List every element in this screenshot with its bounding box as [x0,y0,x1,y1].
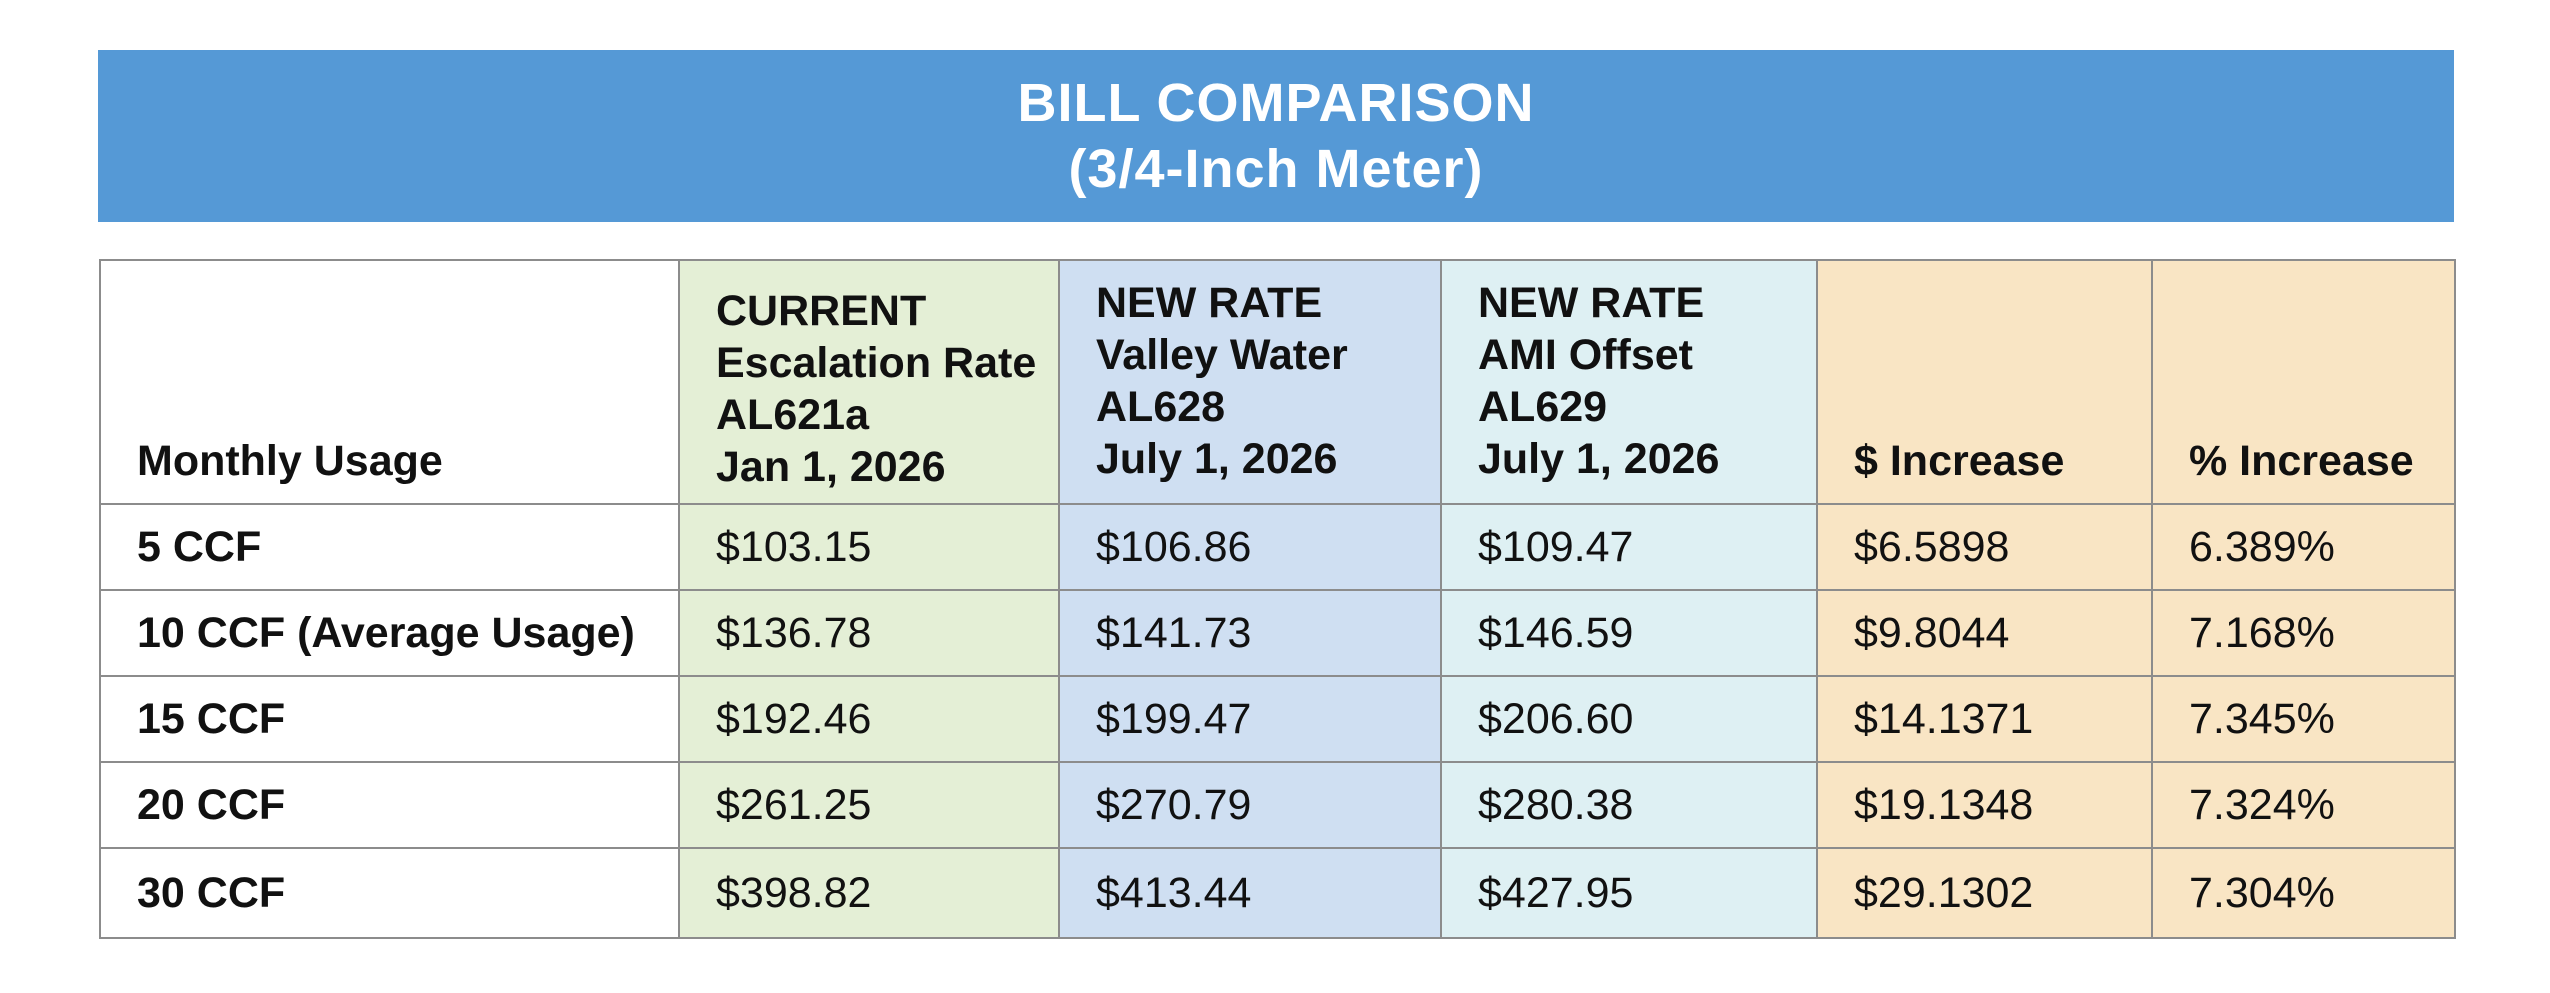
title-line-2: (3/4-Inch Meter) [1068,139,1484,199]
header-valley-line-4: July 1, 2026 [1096,435,1338,483]
cell-dollar-increase: $9.8044 [1816,589,2153,677]
bill-comparison-table: Monthly Usage CURRENT Escalation Rate AL… [99,259,2456,939]
cell-valley-water-rate: $199.47 [1058,675,1442,763]
cell-valley-water-rate: $106.86 [1058,503,1442,591]
title-line-1: BILL COMPARISON [1017,73,1535,133]
header-valley-line-1: NEW RATE [1096,279,1323,327]
cell-current-rate: $103.15 [678,503,1060,591]
header-ami-offset-rate: NEW RATE AMI Offset AL629 July 1, 2026 [1440,259,1818,505]
cell-ami-offset-rate: $109.47 [1440,503,1818,591]
cell-percent-increase: 7.168% [2151,589,2456,677]
header-valley-line-3: AL628 [1096,383,1226,431]
cell-usage: 10 CCF (Average Usage) [99,589,680,677]
header-ami-line-1: NEW RATE [1478,279,1705,327]
cell-dollar-increase: $6.5898 [1816,503,2153,591]
cell-ami-offset-rate: $146.59 [1440,589,1818,677]
cell-dollar-increase: $29.1302 [1816,847,2153,939]
header-ami-line-4: July 1, 2026 [1478,435,1720,483]
cell-current-rate: $261.25 [678,761,1060,849]
cell-ami-offset-rate: $280.38 [1440,761,1818,849]
header-current-line-2: Escalation Rate [716,339,1037,387]
cell-usage: 5 CCF [99,503,680,591]
header-monthly-usage: Monthly Usage [99,259,680,505]
header-row: Monthly Usage CURRENT Escalation Rate AL… [99,259,2456,505]
cell-ami-offset-rate: $427.95 [1440,847,1818,939]
cell-percent-increase: 7.345% [2151,675,2456,763]
header-current-line-1: CURRENT [716,287,927,335]
table-row: 10 CCF (Average Usage) $136.78 $141.73 $… [99,589,2456,677]
cell-percent-increase: 7.324% [2151,761,2456,849]
cell-usage: 20 CCF [99,761,680,849]
header-ami-line-2: AMI Offset [1478,331,1693,379]
table-row: 20 CCF $261.25 $270.79 $280.38 $19.1348 … [99,761,2456,849]
cell-valley-water-rate: $413.44 [1058,847,1442,939]
cell-usage: 30 CCF [99,847,680,939]
cell-usage: 15 CCF [99,675,680,763]
table-row: 15 CCF $192.46 $199.47 $206.60 $14.1371 … [99,675,2456,763]
cell-dollar-increase: $14.1371 [1816,675,2153,763]
header-valley-water-rate: NEW RATE Valley Water AL628 July 1, 2026 [1058,259,1442,505]
cell-percent-increase: 6.389% [2151,503,2456,591]
header-percent-increase: % Increase [2151,259,2456,505]
header-dollar-increase: $ Increase [1816,259,2153,505]
title-banner: BILL COMPARISON (3/4-Inch Meter) [98,50,2454,222]
cell-current-rate: $398.82 [678,847,1060,939]
cell-ami-offset-rate: $206.60 [1440,675,1818,763]
header-current-line-4: Jan 1, 2026 [716,443,946,491]
cell-percent-increase: 7.304% [2151,847,2456,939]
table-row: 30 CCF $398.82 $413.44 $427.95 $29.1302 … [99,847,2456,939]
header-current-line-3: AL621a [716,391,869,439]
header-valley-line-2: Valley Water [1096,331,1348,379]
header-ami-line-3: AL629 [1478,383,1608,431]
cell-dollar-increase: $19.1348 [1816,761,2153,849]
cell-current-rate: $136.78 [678,589,1060,677]
cell-valley-water-rate: $141.73 [1058,589,1442,677]
table-row: 5 CCF $103.15 $106.86 $109.47 $6.5898 6.… [99,503,2456,591]
cell-valley-water-rate: $270.79 [1058,761,1442,849]
cell-current-rate: $192.46 [678,675,1060,763]
header-current-rate: CURRENT Escalation Rate AL621a Jan 1, 20… [678,259,1060,505]
